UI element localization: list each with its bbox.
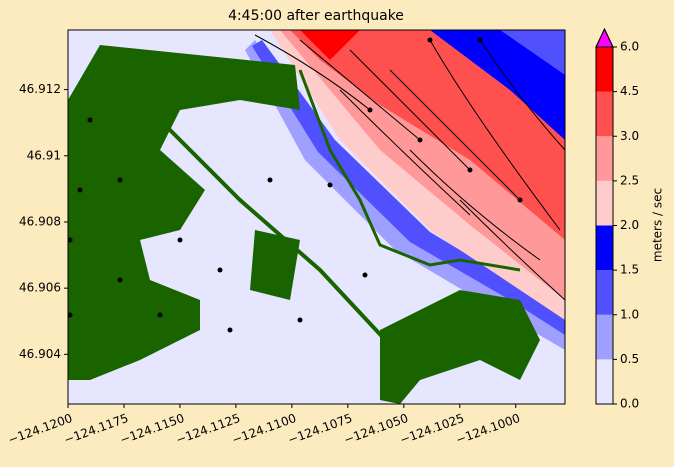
- colorbar-tick-label: 1.5: [620, 263, 639, 277]
- y-tick-label: 46.91: [27, 148, 61, 162]
- colorbar-tick-label: 6.0: [620, 40, 639, 54]
- colorbar-tick-label: 0.5: [620, 352, 639, 366]
- y-tick-label: 46.912: [19, 82, 61, 96]
- land: [250, 230, 300, 300]
- y-tick-label: 46.906: [19, 281, 61, 295]
- colorbar-tick-label: 1.0: [620, 307, 639, 321]
- colorbar-segment: [596, 180, 613, 226]
- stream-dots: [68, 37, 523, 333]
- red-band: [290, 30, 565, 240]
- land: [380, 290, 540, 404]
- levee: [148, 108, 392, 347]
- colorbar-tick-label: 2.5: [620, 173, 639, 187]
- colorbar-segment: [596, 91, 613, 137]
- colorbar-tick-label: 3.0: [620, 129, 639, 143]
- chart-title: 4:45:00 after earthquake: [228, 8, 404, 24]
- land: [68, 45, 300, 380]
- red-band: [300, 30, 360, 60]
- road: [298, 69, 521, 272]
- axes-frame: [67, 29, 566, 405]
- offshore-band: [430, 30, 565, 140]
- colorbar-segment: [596, 314, 613, 360]
- colorbar-segment: [596, 136, 613, 181]
- colorbar: 0.0 0.5 1.0 1.5 2.0 2.5 3.0 4.5 6.0: [595, 27, 639, 411]
- map-field: [68, 30, 565, 404]
- colorbar-tick-label: 0.0: [620, 397, 639, 411]
- colorbar-segment: [596, 225, 613, 271]
- y-tick-label: 46.904: [19, 347, 61, 361]
- colorbar-segment: [596, 359, 613, 404]
- colorbar-label: meters / sec: [651, 188, 665, 262]
- streamlines: [254, 34, 565, 301]
- y-tick-label: 46.908: [19, 214, 61, 228]
- offshore-band: [500, 30, 565, 75]
- shore-band: [245, 40, 565, 350]
- colorbar-segment: [596, 47, 613, 92]
- colorbar-frame: [595, 27, 614, 405]
- colorbar-tick-label: 2.0: [620, 218, 639, 232]
- colorbar-segment: [596, 270, 613, 315]
- colorbar-tick-label: 4.5: [620, 84, 639, 98]
